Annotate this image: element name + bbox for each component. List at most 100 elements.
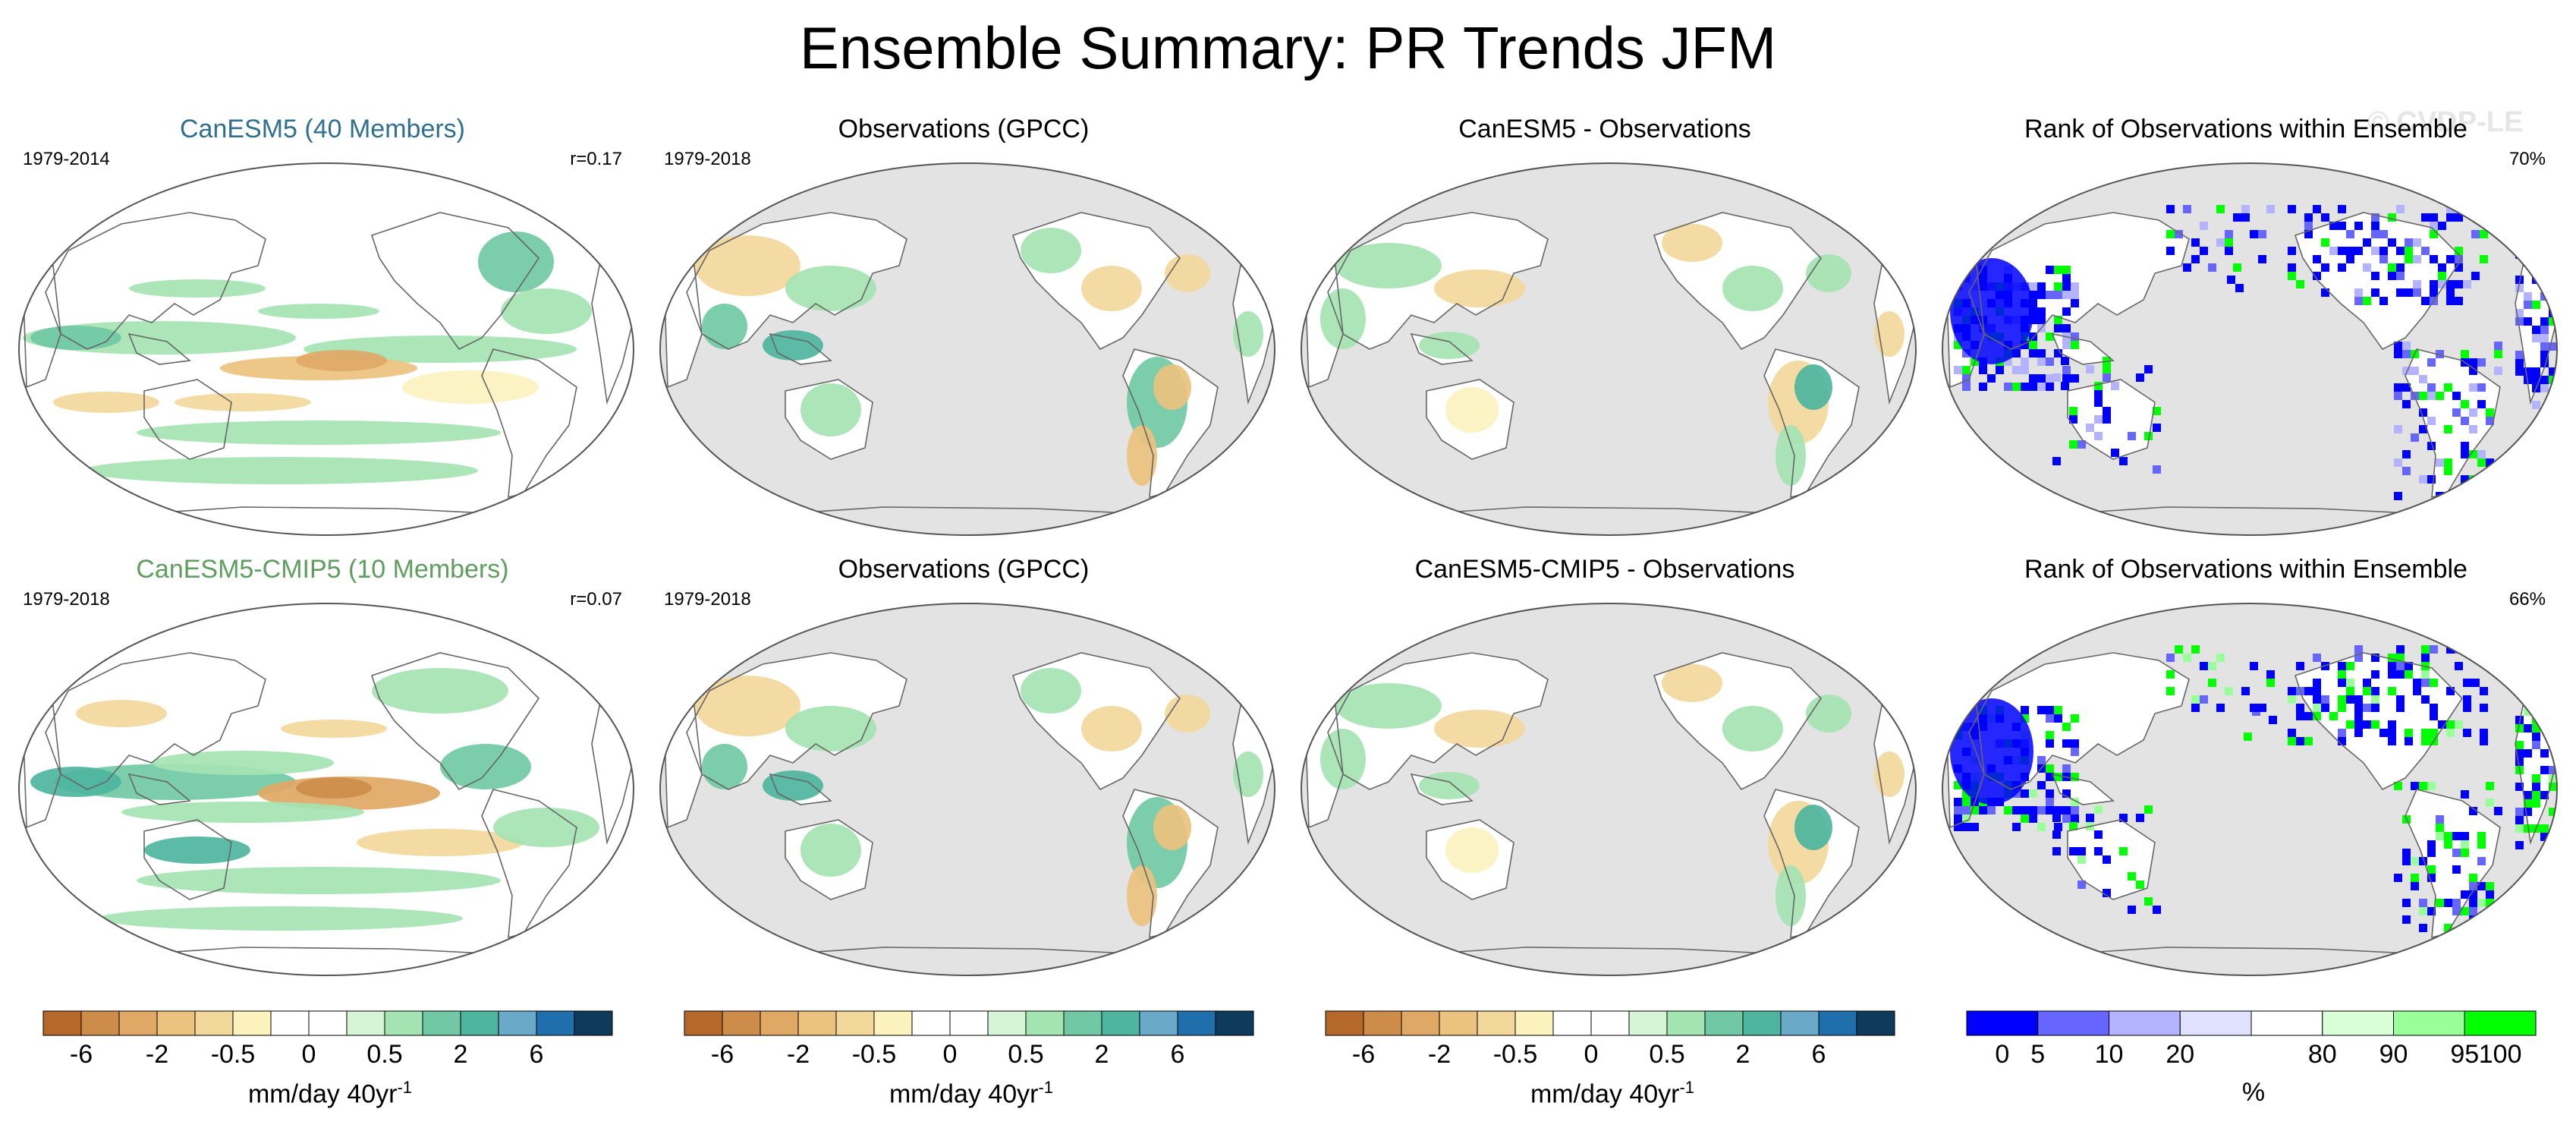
colorbar-swatch <box>1025 1010 1065 1036</box>
colorbar-unit-exponent: -1 <box>1679 1078 1695 1097</box>
colorbar-swatch <box>156 1010 196 1036</box>
colorbar-swatch <box>270 1010 310 1036</box>
colorbar-swatch <box>2250 1010 2323 1036</box>
colorbar-swatch <box>911 1010 951 1036</box>
robinson-map <box>1942 603 2558 976</box>
map-outline <box>659 162 1275 536</box>
colorbar-swatch <box>1325 1010 1364 1036</box>
panel-title: Rank of Observations within Ensemble <box>2024 115 2467 143</box>
colorbar-swatch <box>1666 1010 1706 1036</box>
trend-colorbar: -6 -2 -0.5 0 0.5 2 6 mm/day 40yr-1 <box>683 1010 1260 1131</box>
map-panel: CanESM5 - Observations <box>1290 114 1920 562</box>
map-outline <box>1301 162 1917 536</box>
colorbar-tick-label: -6 <box>1351 1040 1376 1069</box>
map-background <box>660 603 1275 975</box>
colorbar-swatch <box>308 1010 348 1036</box>
colorbar-tick-label: 0 <box>1995 1040 2010 1069</box>
colorbar-unit-text: mm/day 40yr <box>1530 1079 1680 1109</box>
colorbar-tick-label: -6 <box>710 1040 734 1069</box>
colorbar-tick-label: 0 <box>301 1040 316 1069</box>
colorbar-swatch <box>2109 1010 2181 1036</box>
panel-statistic: 70% <box>2508 149 2546 169</box>
map-field <box>30 668 599 931</box>
colorbar-swatch <box>1704 1010 1744 1036</box>
map-outline <box>1942 162 2558 536</box>
colorbar-swatch <box>1818 1010 1857 1036</box>
colorbar-tick-label: 90 <box>2379 1040 2408 1069</box>
colorbar-swatch <box>684 1010 723 1036</box>
panel-title: CanESM5-CMIP5 - Observations <box>1414 555 1795 584</box>
colorbar-swatch <box>2464 1010 2537 1036</box>
colorbar-unit-text: mm/day 40yr <box>247 1079 398 1109</box>
colorbar-swatches <box>1966 1010 2537 1036</box>
colorbar-tick-label: -0.5 <box>1492 1040 1538 1069</box>
robinson-map <box>659 603 1275 976</box>
colorbar-tick-label: 2 <box>1094 1040 1109 1069</box>
colorbar-swatches <box>684 1010 1254 1036</box>
colorbar-tick-label: 6 <box>1811 1040 1826 1069</box>
colorbar-swatch <box>835 1010 875 1036</box>
colorbar-swatch <box>1101 1010 1140 1036</box>
colorbar-tick-label: 20 <box>2166 1040 2195 1069</box>
map-panel: CanESM5 (40 Members) 1979-2014 r=0.17 <box>8 114 637 562</box>
map-panel: Observations (GPCC) 1979-2018 <box>649 554 1279 1002</box>
colorbar-swatch <box>118 1010 158 1036</box>
colorbar-swatch <box>1063 1010 1102 1036</box>
colorbar-swatch <box>460 1010 499 1036</box>
colorbar-swatch <box>1966 1010 2039 1036</box>
colorbar-swatch <box>1514 1010 1554 1036</box>
trend-colorbar: -6 -2 -0.5 0 0.5 2 6 mm/day 40yr-1 <box>1324 1010 1901 1131</box>
map-field <box>664 213 1275 497</box>
map-field <box>1946 645 2557 940</box>
robinson-map <box>1301 603 1917 976</box>
colorbar-tick-label: 95 <box>2450 1040 2480 1069</box>
colorbar-tick-label: 100 <box>2478 1040 2522 1069</box>
robinson-map <box>659 162 1275 536</box>
colorbar-swatch <box>1780 1010 1820 1036</box>
panel-statistic: r=0.07 <box>570 589 622 610</box>
colorbar-swatch <box>949 1010 989 1036</box>
colorbar-unit: mm/day 40yr-1 <box>1324 1078 1901 1109</box>
map-panel: Observations (GPCC) 1979-2018 <box>649 114 1279 562</box>
colorbar-unit: mm/day 40yr-1 <box>42 1078 618 1109</box>
colorbar-tick-label: 80 <box>2307 1040 2337 1069</box>
colorbar-swatch <box>797 1010 837 1036</box>
land-sAmerica <box>2405 789 2500 937</box>
colorbar-tick-label: 0 <box>1584 1040 1599 1069</box>
colorbar-swatch <box>536 1010 575 1036</box>
colorbar-tick-label: -0.5 <box>210 1040 256 1069</box>
panel-period: 1979-2014 <box>23 149 110 169</box>
panel-title: Observations (GPCC) <box>838 115 1090 143</box>
robinson-map <box>1942 162 2558 536</box>
colorbar-swatch <box>80 1010 120 1036</box>
colorbar-tick-label: -2 <box>786 1040 810 1069</box>
colorbar-swatch <box>574 1010 613 1036</box>
map-panel: CanESM5-CMIP5 - Observations <box>1290 554 1920 1002</box>
map-outline <box>18 603 634 976</box>
colorbar-swatch <box>384 1010 423 1036</box>
rank-colorbar: 0 5 10 20 80 90 95 100% <box>1965 1010 2542 1131</box>
colorbar-swatch <box>873 1010 913 1036</box>
colorbar-swatch <box>1590 1010 1630 1036</box>
robinson-map <box>18 162 634 536</box>
colorbar-swatch <box>498 1010 537 1036</box>
colorbar-swatch <box>232 1010 272 1036</box>
colorbar-swatch <box>194 1010 234 1036</box>
map-outline <box>1942 603 2558 976</box>
panel-statistic: 66% <box>2508 589 2546 610</box>
colorbar-tick-label: 6 <box>1170 1040 1185 1069</box>
map-outline <box>659 603 1275 976</box>
colorbar-swatch <box>2179 1010 2252 1036</box>
colorbar-swatch <box>987 1010 1027 1036</box>
panel-title: Observations (GPCC) <box>838 555 1090 584</box>
panel-title: CanESM5-CMIP5 (10 Members) <box>136 555 509 584</box>
colorbar-swatch <box>1742 1010 1782 1036</box>
panel-period: 1979-2018 <box>664 589 751 610</box>
map-panel: CanESM5-CMIP5 (10 Members) 1979-2018 r=0.0… <box>8 554 637 1002</box>
map-field <box>23 232 592 484</box>
map-background <box>1301 163 1916 535</box>
colorbar-tick-label: 0.5 <box>366 1040 403 1069</box>
panel-title: Rank of Observations within Ensemble <box>2024 555 2467 584</box>
colorbar-tick-label: -2 <box>145 1040 169 1069</box>
panel-period: 1979-2018 <box>23 589 110 610</box>
